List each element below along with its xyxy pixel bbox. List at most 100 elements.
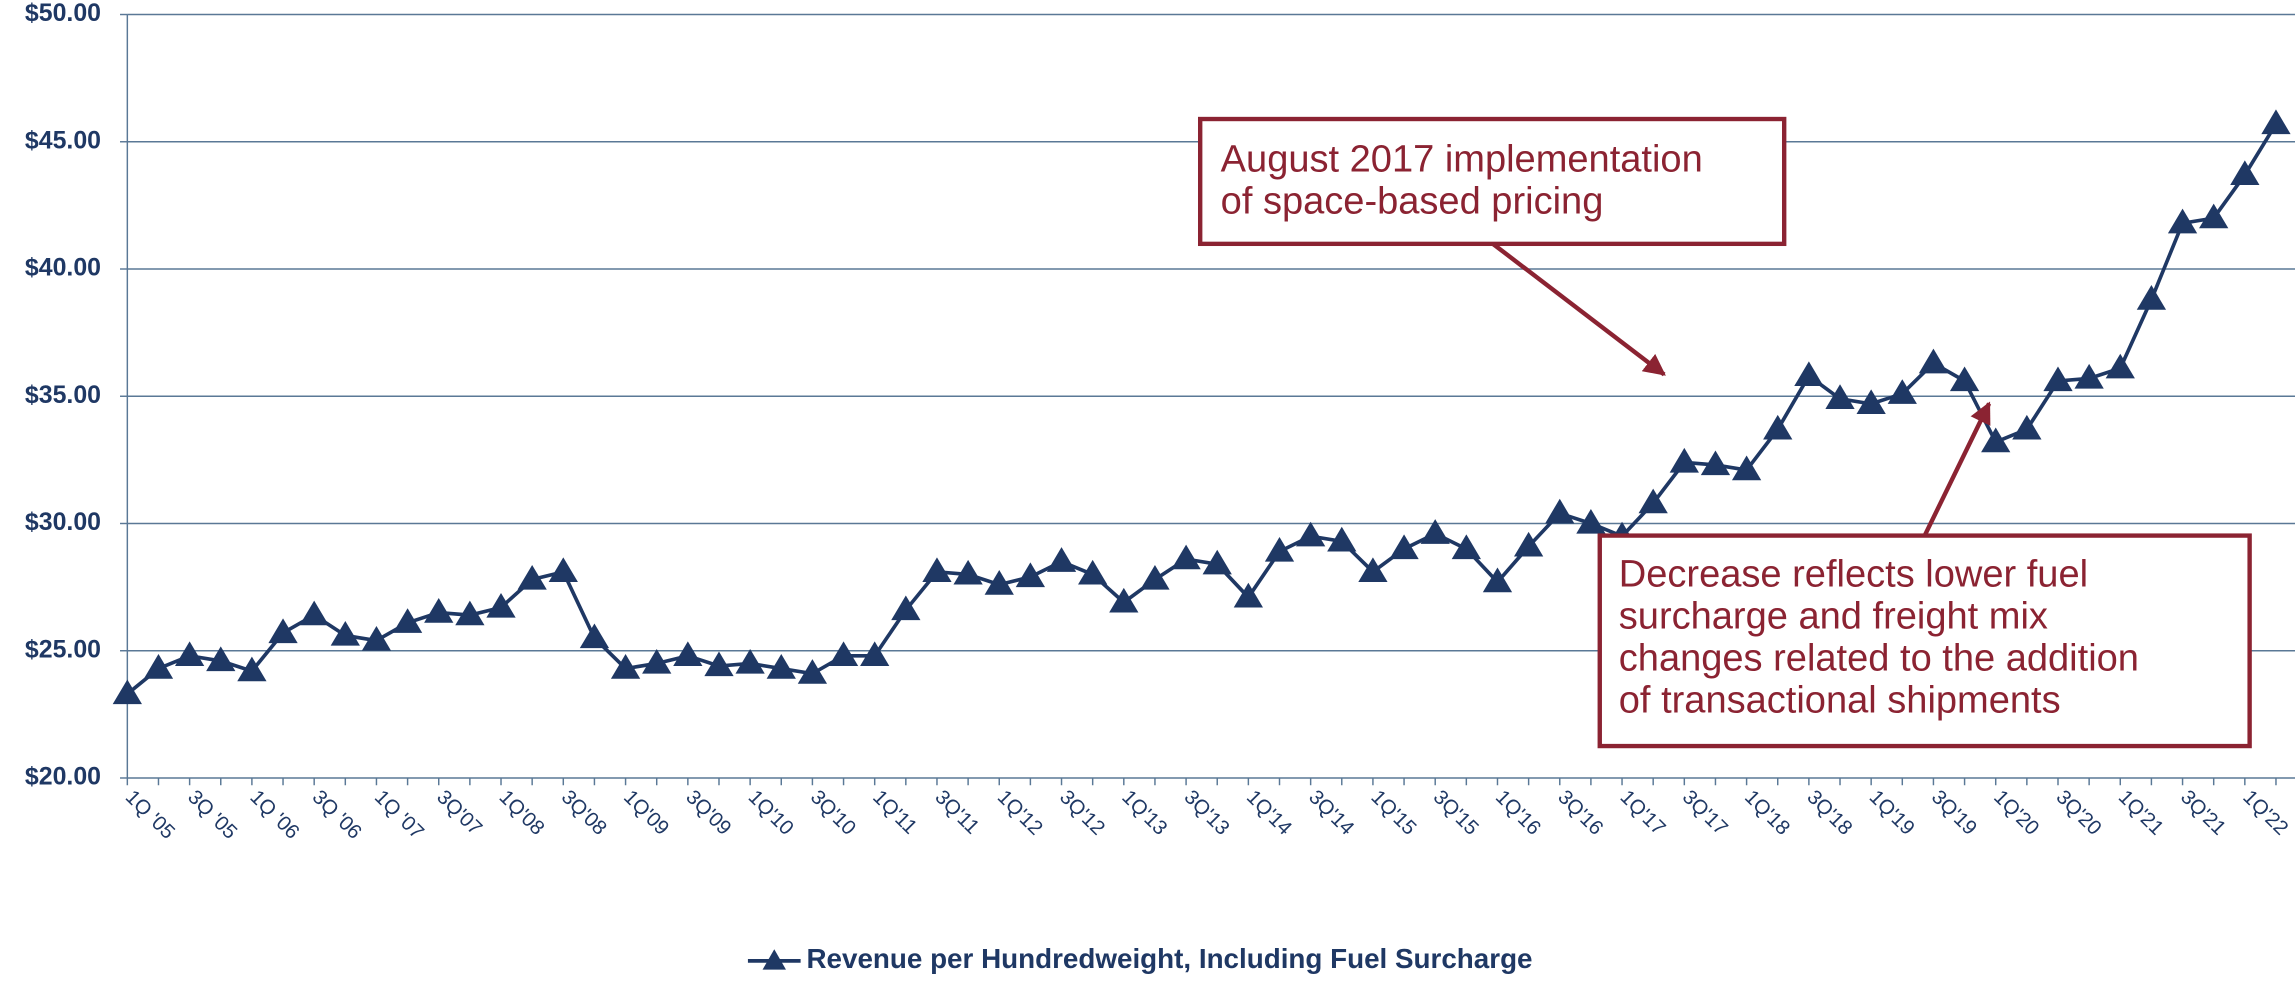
data-point xyxy=(1981,427,2011,453)
data-point xyxy=(1015,562,1046,588)
data-point xyxy=(1140,564,1170,590)
data-point xyxy=(1513,531,1544,557)
x-tick-label: 3Q'16 xyxy=(1553,786,1607,839)
y-tick-label: $20.00 xyxy=(25,764,101,791)
data-point xyxy=(1451,534,1481,560)
x-tick-label: 1Q'17 xyxy=(1616,786,1670,839)
data-point xyxy=(112,679,142,705)
x-tick-label: 1Q '07 xyxy=(370,786,428,843)
data-point xyxy=(1576,508,1606,534)
x-tick-label: 1Q '06 xyxy=(245,786,303,843)
data-point xyxy=(2136,285,2167,310)
x-tick-label: 3Q '06 xyxy=(308,786,366,843)
data-point xyxy=(1202,549,1232,575)
x-tick-label: 1Q'18 xyxy=(1740,786,1794,839)
data-point xyxy=(2074,363,2104,389)
x-tick-label: 1Q'12 xyxy=(993,786,1047,839)
data-point xyxy=(548,557,578,583)
data-point xyxy=(2261,109,2291,135)
annotation-text: of transactional shipments xyxy=(1619,680,2061,722)
data-point xyxy=(330,620,360,646)
x-tick-label: 1Q'16 xyxy=(1491,786,1545,839)
x-tick-label: 3Q'20 xyxy=(2052,786,2106,839)
y-tick-label: $35.00 xyxy=(25,382,101,409)
x-tick-label: 3Q'15 xyxy=(1429,786,1483,839)
annotation-text: Decrease reflects lower fuel xyxy=(1619,554,2088,596)
annotation-box xyxy=(1197,116,1787,247)
data-point xyxy=(1949,366,1980,392)
data-point xyxy=(1887,379,1917,404)
data-point xyxy=(953,559,983,585)
data-point xyxy=(2230,160,2260,186)
data-point xyxy=(268,618,298,644)
annotation-text: changes related to the addition xyxy=(1619,638,2139,680)
data-point xyxy=(1109,587,1139,613)
data-point xyxy=(1856,389,1886,415)
data-point xyxy=(1482,567,1513,593)
x-tick-label: 1Q'11 xyxy=(868,786,921,838)
data-point xyxy=(1825,384,1855,409)
annotation-box xyxy=(1597,533,2252,749)
x-tick-label: 1Q'09 xyxy=(619,786,673,839)
x-tick-label: 1Q'21 xyxy=(2114,786,2168,839)
legend-marker xyxy=(762,949,786,970)
x-tick-label: 3Q'18 xyxy=(1802,786,1856,839)
data-point xyxy=(797,659,828,684)
data-point xyxy=(2105,353,2135,379)
legend-label: Revenue per Hundredweight, Including Fue… xyxy=(806,943,1532,974)
annotation-arrow xyxy=(1922,401,1992,537)
data-point xyxy=(1389,534,1419,560)
x-tick-label: 1Q'19 xyxy=(1865,786,1919,839)
data-point xyxy=(735,648,765,674)
data-point xyxy=(2043,366,2073,392)
x-tick-label: 3Q'12 xyxy=(1055,786,1109,839)
data-point xyxy=(922,557,952,583)
x-tick-label: 1Q'10 xyxy=(744,786,798,839)
data-point xyxy=(1358,557,1388,583)
data-point xyxy=(237,656,267,682)
x-tick-label: 3Q'17 xyxy=(1678,786,1732,839)
data-point xyxy=(392,608,423,633)
x-tick-label: 3Q'11 xyxy=(930,786,983,838)
plot xyxy=(112,109,2291,705)
series-line xyxy=(126,123,2278,696)
data-point xyxy=(299,600,329,626)
data-point xyxy=(1700,450,1731,476)
x-tick-label: 1Q'15 xyxy=(1366,786,1420,839)
data-point xyxy=(2167,208,2198,234)
data-point xyxy=(455,600,485,626)
data-point xyxy=(891,595,921,621)
data-point xyxy=(1327,526,1357,552)
annotation-text: surcharge and freight mix xyxy=(1619,596,2048,638)
data-point xyxy=(1264,536,1295,562)
x-tick-label: 1Q'20 xyxy=(1989,786,2043,839)
data-point xyxy=(1794,361,1824,387)
data-point xyxy=(610,654,641,679)
data-point xyxy=(704,651,734,677)
data-point xyxy=(361,626,392,651)
x-tick-label: 3Q'14 xyxy=(1304,786,1358,839)
data-point xyxy=(860,641,890,666)
y-tick-label: $40.00 xyxy=(25,255,101,282)
data-point xyxy=(766,654,796,679)
annotation-text: August 2017 implementation xyxy=(1221,138,1703,180)
data-point xyxy=(828,641,859,666)
x-tick-label: 3Q'19 xyxy=(1927,786,1981,839)
data-point xyxy=(174,641,205,666)
y-tick-label: $25.00 xyxy=(25,636,101,663)
data-point xyxy=(206,646,236,672)
data-point xyxy=(984,570,1014,595)
data-point xyxy=(673,641,703,666)
data-point xyxy=(642,648,672,674)
data-point xyxy=(1420,519,1450,544)
data-point xyxy=(1545,498,1575,524)
data-point xyxy=(1046,547,1077,572)
data-point xyxy=(1233,582,1264,608)
x-tick-label: 3Q '05 xyxy=(183,786,241,843)
annotation-arrow xyxy=(1491,242,1666,377)
x-tick-label: 1Q'13 xyxy=(1117,786,1171,839)
data-point xyxy=(579,623,610,649)
x-tick-label: 3Q'09 xyxy=(681,786,735,839)
